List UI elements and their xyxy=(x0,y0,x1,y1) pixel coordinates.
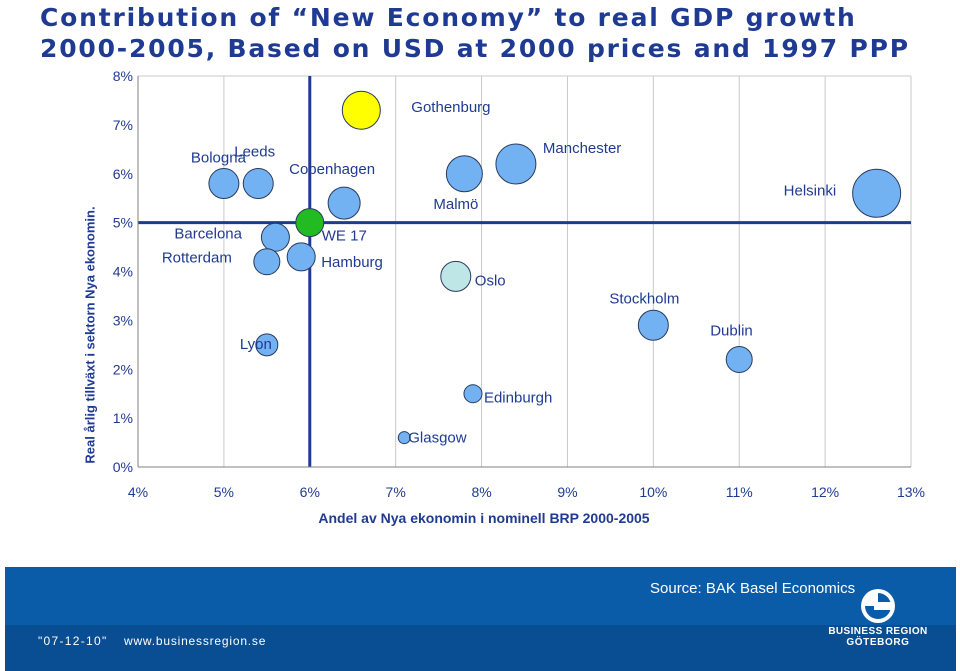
footer-bottom-strip xyxy=(5,625,956,671)
data-points xyxy=(208,90,902,445)
x-tick-label: 10% xyxy=(639,484,667,500)
scatter-chart: 4% 5% 6% 7% 8% 9% 10% 11% 12% 13% 0% 1% 2% 3% 4% 5% 6% 7%… xyxy=(113,68,925,526)
source-note: Source: BAK Basel Economics xyxy=(650,580,856,597)
x-axis-label: Andel av Nya ekonomin i nominell BRP 200… xyxy=(318,510,649,526)
bubble-malm- xyxy=(445,155,483,193)
y-tick-label: 4% xyxy=(113,264,133,280)
bubble-glasgow xyxy=(397,431,411,445)
x-tick-label: 8% xyxy=(471,484,491,500)
point-label: Bologna xyxy=(191,150,247,167)
point-label: Malmö xyxy=(433,196,478,213)
bubble-hamburg xyxy=(286,242,316,272)
footer-date: "07-12-10" xyxy=(38,634,108,648)
x-tick-label: 9% xyxy=(557,484,577,500)
axes xyxy=(137,76,911,468)
bubble-manchester xyxy=(495,143,537,185)
bubble-leeds xyxy=(242,168,274,200)
y-tick-label: 8% xyxy=(113,68,133,84)
bubble-helsinki xyxy=(852,168,902,218)
point-label: Hamburg xyxy=(321,254,383,271)
bubble-we-17 xyxy=(295,208,325,238)
point-label: Rotterdam xyxy=(162,250,232,267)
y-tick-label: 3% xyxy=(113,312,133,328)
x-tick-label: 12% xyxy=(811,484,839,500)
y-tick-label: 7% xyxy=(113,117,133,133)
y-tick-label: 1% xyxy=(113,410,133,426)
bubble-stockholm xyxy=(637,309,669,341)
bubble-barcelona xyxy=(260,222,290,252)
business-region-logo: BUSINESS REGION GÖTEBORG xyxy=(828,586,928,648)
bubble-dublin xyxy=(725,345,753,373)
point-label: WE 17 xyxy=(322,228,367,245)
bubble-edinburgh xyxy=(463,384,483,404)
point-label: Dublin xyxy=(710,322,753,339)
point-label: Manchester xyxy=(543,140,621,157)
x-tick-label: 11% xyxy=(726,484,753,500)
y-tick-label: 6% xyxy=(113,166,133,182)
bubble-rotterdam xyxy=(253,248,281,276)
point-label: Glasgow xyxy=(408,430,467,447)
point-label: Gothenburg xyxy=(411,99,490,116)
bubble-lyon xyxy=(255,333,279,357)
x-tick-label: 4% xyxy=(128,484,148,500)
y-tick-label: 2% xyxy=(113,361,133,377)
chart-title: Contribution of “New Economy” to real GD… xyxy=(40,3,910,63)
logo-mark-icon xyxy=(861,589,895,623)
x-tick-label: 6% xyxy=(300,484,320,500)
vertical-grid-lines xyxy=(138,75,912,467)
x-tick-label: 5% xyxy=(214,484,234,500)
tick-labels: 4% 5% 6% 7% 8% 9% 10% 11% 12% 13% 0% 1% 2% 3% 4% 5% 6% 7%… xyxy=(113,68,925,500)
point-label: Oslo xyxy=(475,272,506,289)
y-tick-label: 0% xyxy=(113,459,133,475)
point-label: Edinburgh xyxy=(484,390,552,407)
logo-line-2: GÖTEBORG xyxy=(846,637,910,648)
point-label: Copenhagen xyxy=(289,161,375,178)
logo-line-1: BUSINESS REGION xyxy=(828,626,928,637)
point-label: Helsinki xyxy=(784,182,837,199)
y-tick-label: 5% xyxy=(113,215,133,231)
point-label: Barcelona xyxy=(174,225,242,242)
point-label: Stockholm xyxy=(609,290,679,307)
x-tick-label: 7% xyxy=(386,484,406,500)
point-label: Leeds xyxy=(234,144,275,161)
bubble-gothenburg xyxy=(341,90,381,130)
bubble-copenhagen xyxy=(327,186,361,220)
x-tick-label: 13% xyxy=(897,484,925,500)
reference-lines xyxy=(138,76,911,467)
footer-url[interactable]: www.businessregion.se xyxy=(124,634,267,648)
point-label: Lyon xyxy=(240,336,272,353)
bubble-oslo xyxy=(440,260,472,292)
bubble-bologna xyxy=(208,168,240,200)
